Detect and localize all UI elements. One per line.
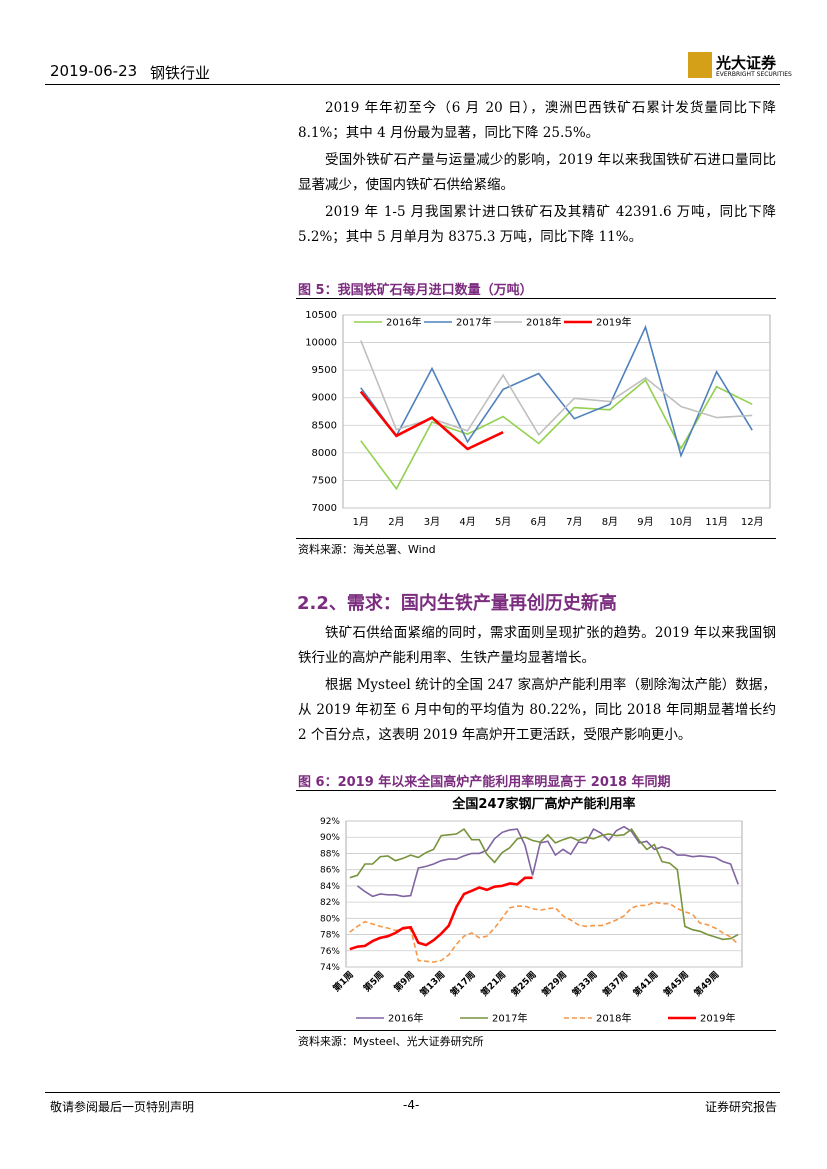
- chart: 7000 7500 8000 8500 9000 9500 10000 10500 1月 2月 3月…: [305, 310, 771, 528]
- y-tick-label: 84%: [320, 882, 340, 892]
- y-tick-label: 92%: [320, 817, 340, 827]
- y-tick-label: 80%: [320, 914, 340, 924]
- legend-label: 2019年: [700, 1012, 735, 1025]
- legend-label: 2017年: [492, 1012, 527, 1025]
- caption-rule: [296, 298, 776, 299]
- x-tick-label: 第13周: [417, 969, 447, 999]
- section-heading: 2.2、需求：国内生铁产量再创历史新高: [297, 593, 617, 614]
- series-line: [349, 827, 739, 941]
- x-tick-label: 第9周: [391, 969, 417, 995]
- y-tick-label: 8000: [312, 448, 337, 459]
- footer-rule: [45, 1092, 780, 1093]
- x-tick-label: 第41周: [630, 969, 660, 999]
- series-line: [360, 324, 753, 459]
- x-tick-label: 第45周: [661, 969, 691, 999]
- x-tick-label: 3月: [424, 516, 440, 528]
- legend-label: 2018年: [596, 1012, 631, 1025]
- chart-title: 全国247家钢厂高炉产能利用率: [451, 796, 635, 812]
- y-tick-label: 8500: [312, 420, 337, 431]
- y-tick-label: 76%: [320, 947, 340, 957]
- paragraph: 根据 Mysteel 统计的全国 247 家高炉产能利用率（剔除淘汰产能）数据，…: [298, 677, 776, 743]
- paragraph: 铁矿石供给面紧缩的同时，需求面则呈现扩张的趋势。2019 年以来我国钢铁行业的高…: [298, 625, 776, 666]
- figure-caption: 图 5：我国铁矿石每月进口数量（万吨）: [298, 283, 533, 298]
- caption-rule: [296, 790, 776, 791]
- x-tick-label: 8月: [602, 516, 618, 528]
- figure-caption: 图 6：2019 年以来全国高炉产能利用率明显高于 2018 年同期: [298, 775, 671, 790]
- chart: 全国247家钢厂高炉产能利用率 74% 76% 78% 80% 82% 84% 86% 88% 9…: [320, 796, 743, 1025]
- source-rule: [296, 538, 776, 539]
- source-rule: [296, 1030, 776, 1031]
- paragraph: 2019 年 1-5 月我国累计进口铁矿石及其精矿 42391.6 万吨，同比下…: [298, 204, 776, 245]
- x-tick-label: 2月: [388, 516, 404, 528]
- x-tick-label: 第5周: [361, 969, 387, 995]
- legend-label: 2016年: [386, 316, 421, 329]
- source: 资料来源：海关总署、Wind: [298, 543, 436, 556]
- paragraph: 2019 年年初至今（6 月 20 日），澳洲巴西铁矿石累计发货量同比下降 8.…: [298, 100, 776, 141]
- logo-cn: 光大证券: [716, 54, 777, 72]
- x-tick-label: 5月: [495, 516, 511, 528]
- x-tick-label: 第25周: [509, 969, 539, 999]
- y-tick-label: 88%: [320, 849, 340, 859]
- source: 资料来源：Mysteel、光大证券研究所: [298, 1035, 484, 1048]
- x-tick-label: 9月: [637, 516, 653, 528]
- x-tick-label: 第49周: [691, 969, 721, 999]
- header-date: 2019-06-23: [50, 62, 138, 80]
- header-rule: [45, 84, 780, 85]
- y-tick-label: 10000: [305, 338, 337, 349]
- y-tick-label: 10500: [305, 310, 337, 321]
- series-line: [349, 876, 533, 951]
- y-tick-label: 78%: [320, 931, 340, 941]
- series-line: [349, 901, 739, 963]
- x-tick-label: 7月: [566, 516, 582, 528]
- y-tick-label: 7500: [312, 475, 337, 486]
- x-tick-label: 11月: [705, 516, 728, 528]
- y-tick-label: 9000: [312, 393, 337, 404]
- x-tick-label: 4月: [459, 516, 475, 528]
- y-tick-label: 86%: [320, 866, 340, 876]
- header-section: 钢铁行业: [150, 64, 211, 82]
- y-tick-label: 7000: [312, 503, 337, 514]
- footer-center: -4-: [403, 1098, 420, 1112]
- x-tick-label: 第33周: [570, 969, 600, 999]
- y-tick-label: 74%: [320, 963, 340, 973]
- y-tick-label: 82%: [320, 898, 340, 908]
- y-tick-label: 9500: [312, 365, 337, 376]
- x-tick-label: 第17周: [448, 969, 478, 999]
- x-tick-label: 12月: [741, 516, 764, 528]
- series-line: [356, 825, 739, 898]
- x-tick-label: 第37周: [600, 969, 630, 999]
- x-tick-label: 6月: [531, 516, 547, 528]
- series-line: [360, 340, 753, 437]
- x-tick-label: 10月: [670, 516, 693, 528]
- legend-label: 2018年: [526, 316, 561, 329]
- series-line: [360, 378, 753, 491]
- plot-area: [342, 314, 771, 509]
- legend-label: 2017年: [456, 316, 491, 329]
- logo-en: EVERBRIGHT SECURITIES: [716, 71, 792, 78]
- series-line: [359, 390, 504, 451]
- x-tick-label: 第29周: [539, 969, 569, 999]
- y-tick-label: 90%: [320, 833, 340, 843]
- x-tick-label: 1月: [353, 516, 369, 528]
- paragraph: 受国外铁矿石产量与运量减少的影响，2019 年以来我国铁矿石进口量同比显著减少，…: [298, 152, 776, 193]
- legend-label: 2016年: [388, 1012, 423, 1025]
- x-tick-label: 第21周: [478, 969, 508, 999]
- logo-icon: [688, 52, 712, 78]
- footer-left: 敬请参阅最后一页特别声明: [50, 1100, 195, 1114]
- footer-right: 证券研究报告: [705, 1100, 778, 1114]
- legend-label: 2019年: [596, 316, 631, 329]
